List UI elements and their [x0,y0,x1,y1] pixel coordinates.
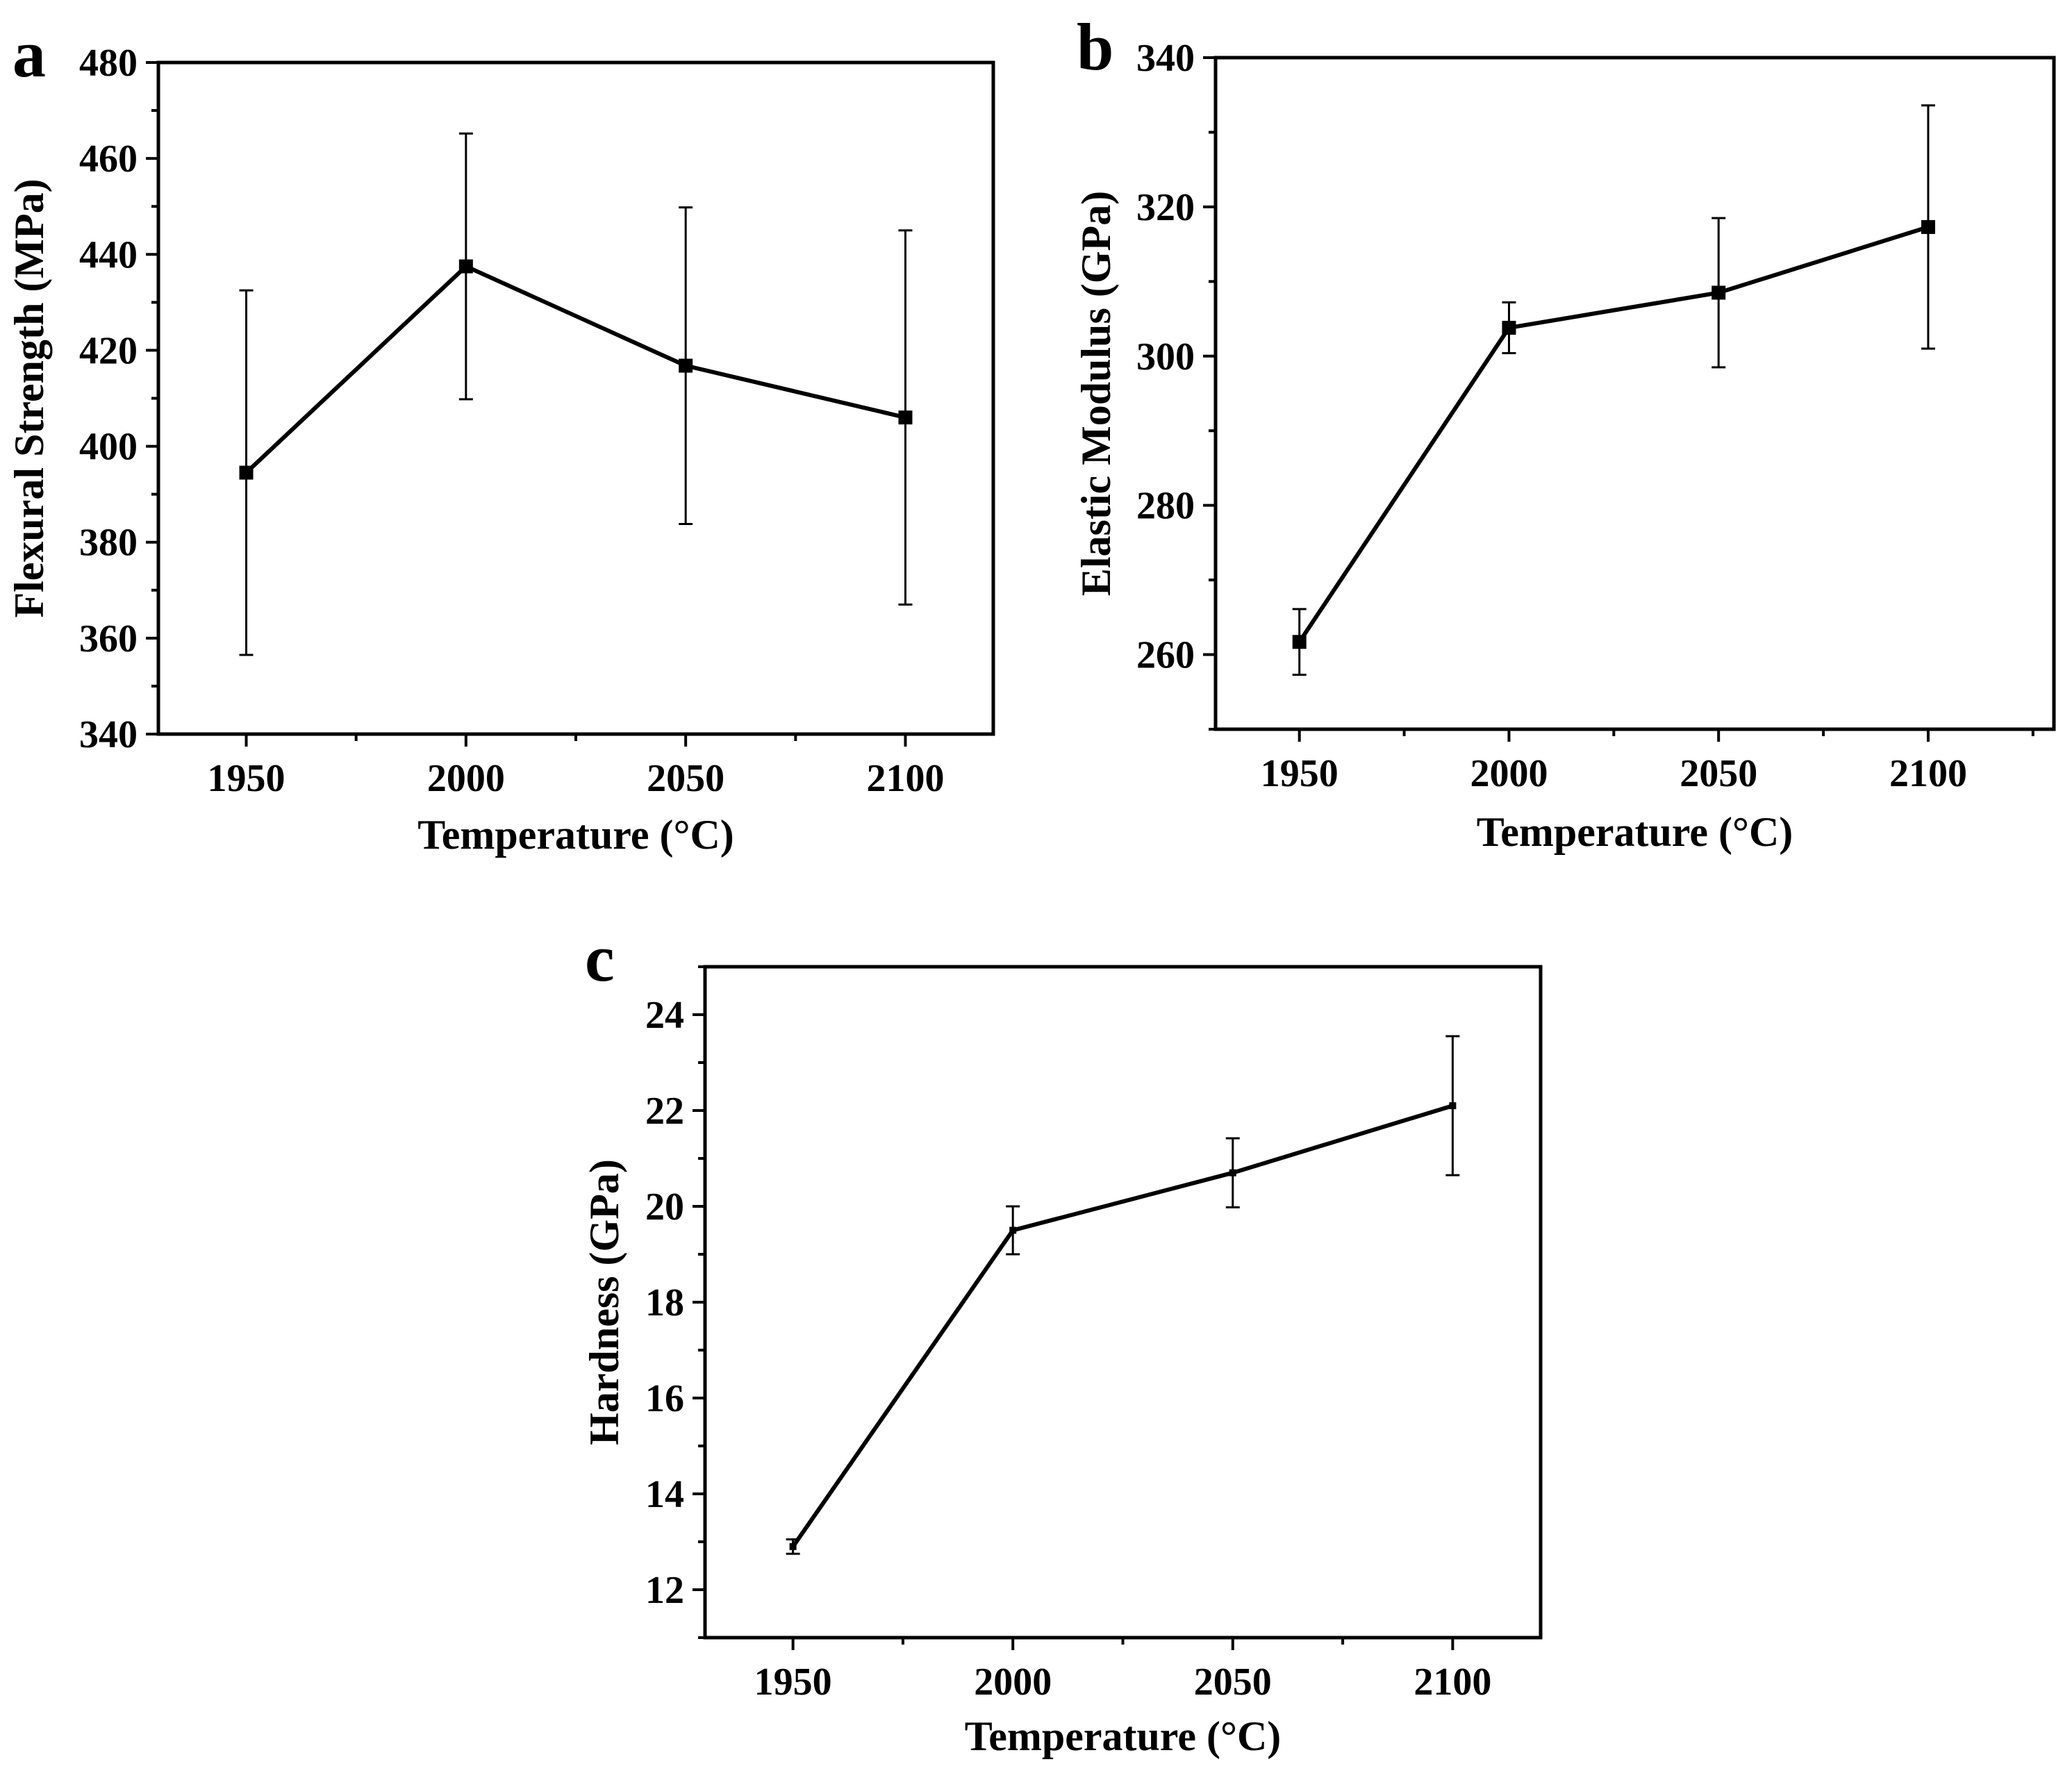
panel-letter: b [1077,10,1113,84]
panel-letter: c [585,921,615,995]
y-tick-label: 420 [79,329,138,372]
y-tick-label: 480 [79,42,138,85]
chart-panel-b: b 260 280 300 320 340 1950 2000 2050 2100 Temperat… [1073,10,2056,855]
x-tick-label: 2000 [427,757,505,800]
y-tick-label: 20 [645,1186,684,1229]
x-tick-label: 1950 [1261,752,1338,795]
data-point [679,358,693,373]
chart-panel-c: c 12 14 16 18 20 22 24 1950 2000 2050 2100 Temperatu… [581,921,1543,1759]
x-tick-label: 2100 [1889,752,1967,795]
y-tick-label: 380 [79,522,138,565]
plot-frame [156,60,995,736]
y-tick-label: 16 [645,1377,684,1420]
data-point [458,259,473,274]
y-tick-label: 280 [1136,485,1195,528]
y-tick-label: 340 [1136,37,1195,80]
x-tick-label: 1950 [208,757,285,800]
series-line [245,263,906,474]
y-tick-label: 14 [645,1473,684,1516]
x-axis-title: Temperature (°C) [417,812,734,858]
y-axis-title: Flexural Strength (MPa) [6,178,52,617]
y-tick-label: 260 [1136,634,1195,677]
x-tick-label: 2000 [1470,752,1548,795]
y-tick-label: 18 [645,1281,684,1324]
x-axis-title: Temperature (°C) [965,1713,1282,1759]
y-tick-label: 460 [79,138,138,181]
x-tick-label: 2100 [866,757,944,800]
data-point [1292,635,1307,649]
data-point [789,1542,797,1550]
data-point [1712,285,1726,300]
x-tick-label: 1950 [754,1661,832,1704]
y-tick-label: 340 [79,713,138,756]
x-tick-label: 2100 [1414,1661,1491,1704]
data-point [1009,1226,1017,1234]
y-tick-label: 400 [79,426,138,469]
series-line [1298,225,1929,643]
y-tick-label: 24 [645,994,684,1037]
x-tick-label: 2000 [974,1661,1052,1704]
y-tick-label: 22 [645,1090,684,1133]
panel-letter: a [13,17,46,91]
chart-panel-a: a 340 360 380 400 420 440 460 480 1950 2000 2050 210… [6,17,995,858]
series-line [791,1104,1454,1548]
y-tick-label: 300 [1136,335,1195,379]
y-tick-label: 320 [1136,186,1195,229]
x-tick-label: 2050 [1680,752,1757,795]
data-point [898,410,913,425]
x-tick-label: 2050 [647,757,724,800]
y-axis-title: Elastic Modulus (GPa) [1073,191,1119,596]
y-tick-label: 360 [79,617,138,660]
data-point [1229,1169,1236,1176]
y-tick-label: 440 [79,233,138,276]
y-tick-label: 12 [645,1569,684,1612]
data-point [239,465,254,480]
data-point [1921,219,1935,234]
data-point [1502,320,1516,335]
x-axis-title: Temperature (°C) [1477,809,1793,855]
y-axis-title: Hardness (GPa) [581,1159,627,1445]
x-tick-label: 2050 [1194,1661,1272,1704]
plot-frame [703,965,1543,1640]
plot-frame [1213,56,2056,731]
data-point [1449,1102,1457,1110]
